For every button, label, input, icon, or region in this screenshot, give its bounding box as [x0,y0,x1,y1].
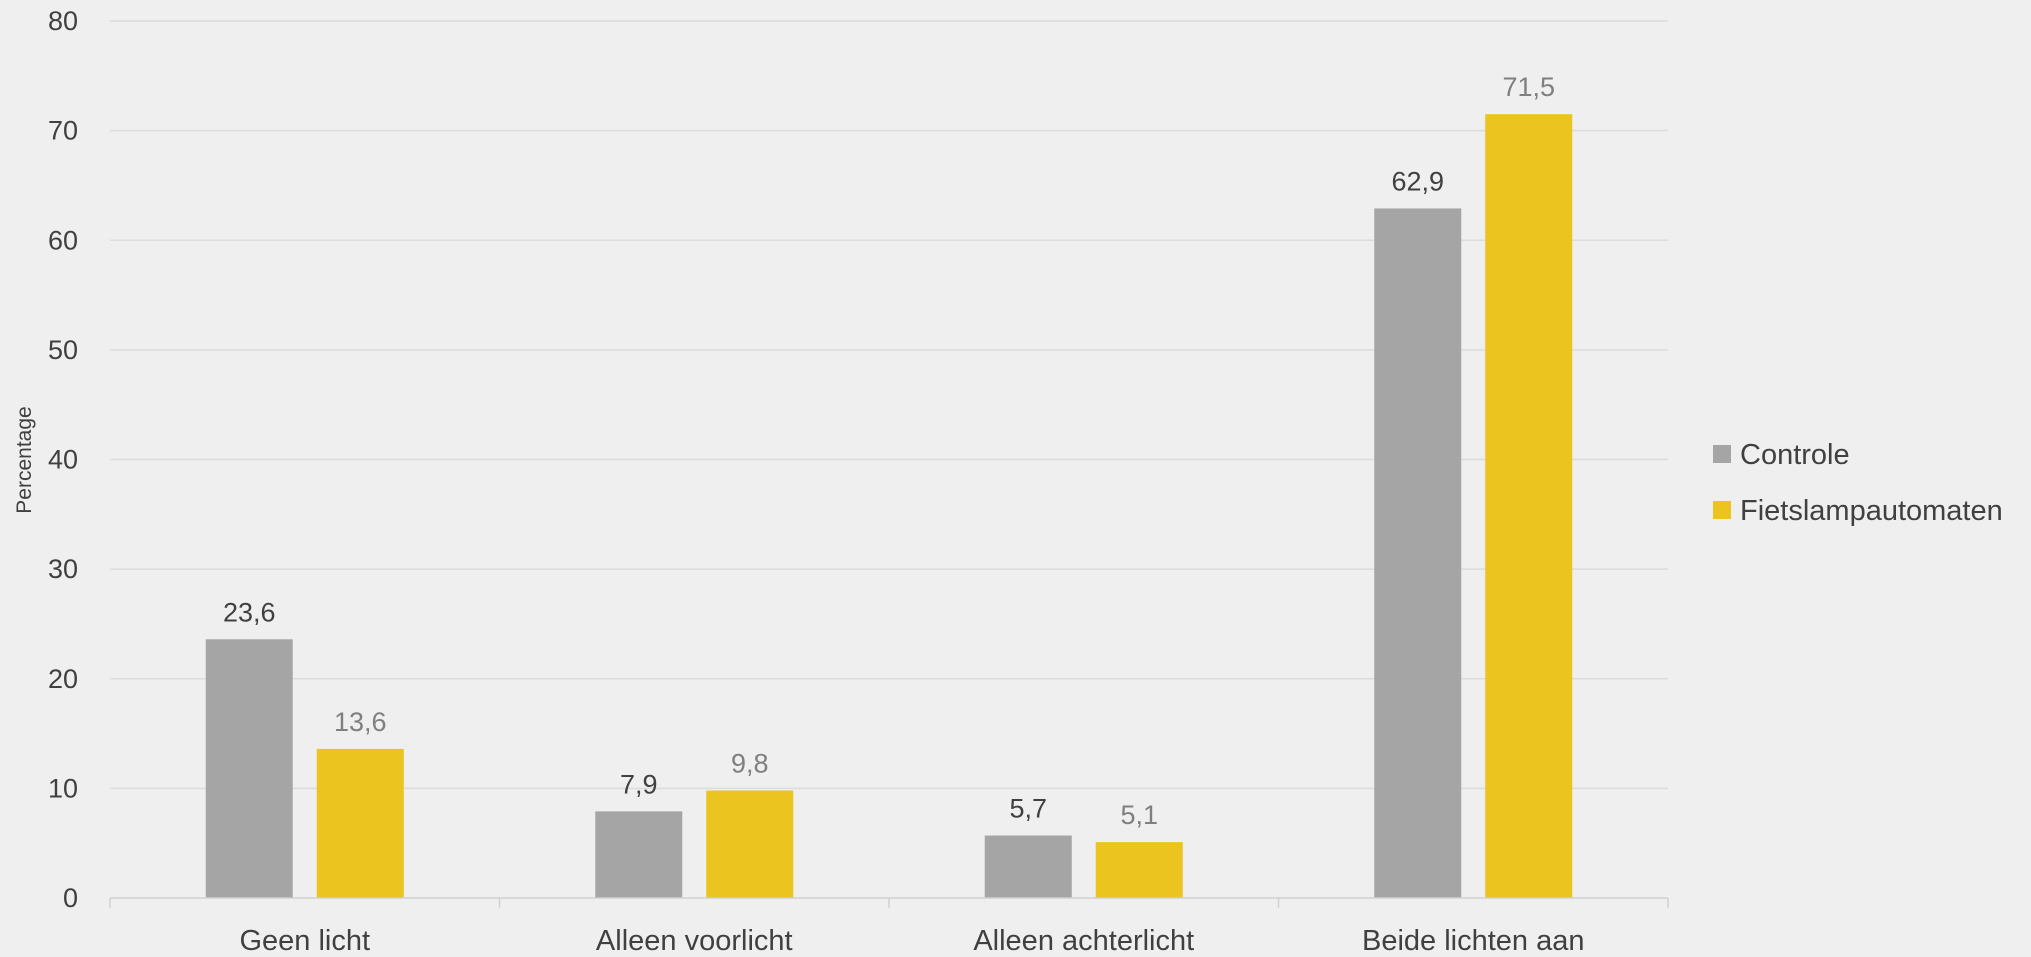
y-tick-label: 10 [48,773,78,803]
x-category-label: Beide lichten aan [1362,925,1585,957]
legend: Controle Fietslampautomaten [1713,439,2003,527]
bar-controle [205,639,293,898]
bar-controle [984,835,1072,898]
y-tick-label: 50 [48,335,78,365]
x-category-label: Geen licht [239,925,370,957]
data-label: 23,6 [223,597,276,627]
data-label: 5,7 [1009,794,1047,824]
bar-fietslampautomaten [1095,842,1183,898]
y-axis-title: Percentage [13,406,36,513]
gridlines [110,20,1668,790]
x-category-label: Alleen achterlicht [973,925,1194,957]
bar-controle [595,811,683,898]
data-labels: 23,6 13,6 7,9 9,8 5,7 5,1 62,9 71,5 [223,72,1555,830]
x-category-label: Alleen voorlicht [596,925,793,957]
data-label: 13,6 [334,707,387,737]
y-axis-ticks: 0 10 20 30 40 50 60 70 80 [48,6,78,913]
y-tick-label: 0 [63,883,78,913]
category-labels: Geen licht Alleen voorlicht Alleen achterl… [239,925,1584,957]
data-label: 62,9 [1391,166,1444,196]
data-label: 5,1 [1120,800,1158,830]
y-tick-label: 70 [48,116,78,146]
legend-label: Fietslampautomaten [1740,495,2003,527]
y-tick-label: 60 [48,225,78,255]
bars [205,114,1573,899]
legend-swatch [1713,501,1731,519]
bar-fietslampautomaten [706,790,794,898]
legend-label: Controle [1740,439,1850,471]
bar-controle [1374,208,1462,899]
y-tick-label: 40 [48,445,78,475]
data-label: 7,9 [620,769,658,799]
x-axis-ticks [109,898,1669,908]
data-label: 71,5 [1502,72,1555,102]
bar-fietslampautomaten [316,748,404,898]
data-label: 9,8 [731,749,769,779]
y-tick-label: 20 [48,664,78,694]
y-tick-label: 30 [48,554,78,584]
y-tick-label: 80 [48,6,78,36]
legend-swatch [1713,445,1731,463]
bar-fietslampautomaten [1485,114,1573,898]
